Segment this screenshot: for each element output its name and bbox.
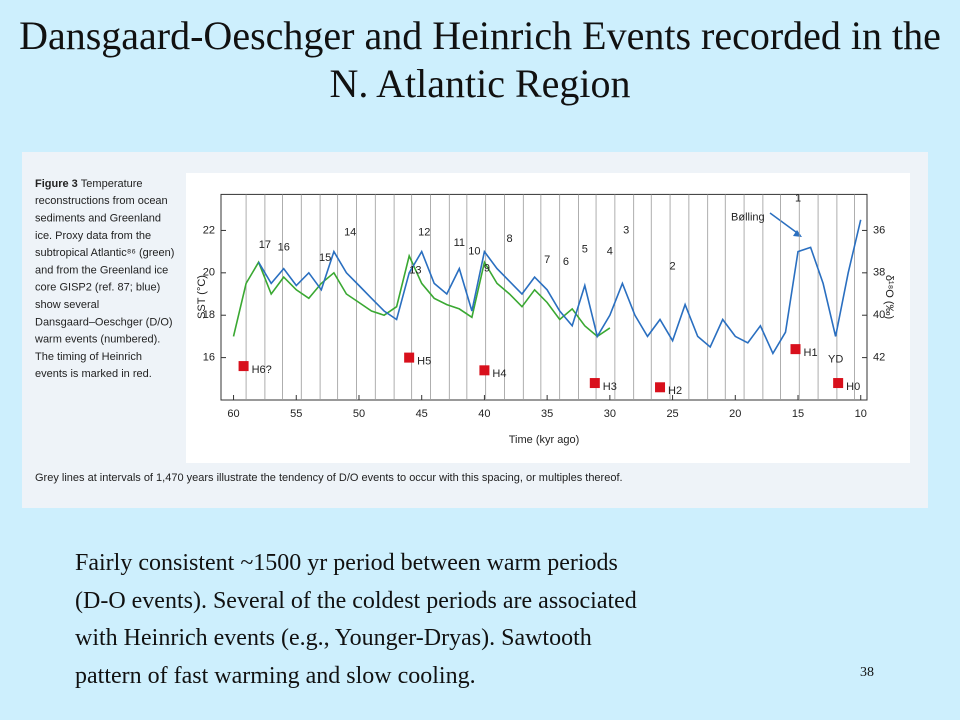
plot: Figure 3 Temperature reconstructions from … bbox=[34, 178, 895, 484]
x-tick-label: 40 bbox=[478, 408, 490, 420]
caption-line: and from the Greenland ice bbox=[35, 264, 168, 276]
event-label: 8 bbox=[506, 233, 512, 245]
caption-line: sediments and Greenland bbox=[35, 213, 161, 225]
heinrich-marker bbox=[790, 344, 801, 355]
y-axis-label: SST (°C) bbox=[196, 275, 208, 319]
series-line bbox=[257, 219, 862, 356]
slide-title: Dansgaard-Oeschger and Heinrich Events r… bbox=[19, 13, 941, 106]
event-label: 4 bbox=[607, 246, 613, 258]
series-line bbox=[232, 253, 611, 338]
body-line: pattern of fast warming and slow cooling… bbox=[75, 662, 476, 689]
x-tick-label: 25 bbox=[666, 408, 678, 420]
caption-line: subtropical Atlantic⁸⁶ (green) bbox=[35, 247, 174, 259]
body-line: with Heinrich events (e.g., Younger-Drya… bbox=[75, 625, 592, 651]
plot-frame bbox=[220, 193, 868, 401]
y2-tick-label: 38 bbox=[873, 267, 885, 279]
body-line: Fairly consistent ~1500 yr period betwee… bbox=[75, 550, 618, 576]
event-label: 9 bbox=[484, 262, 490, 274]
event-label: 2 bbox=[670, 260, 676, 272]
x-tick-label: 10 bbox=[855, 408, 867, 420]
x-tick-label: 15 bbox=[792, 408, 804, 420]
body-text: Fairly consistent ~1500 yr period betwee… bbox=[75, 545, 637, 695]
event-label: 11 bbox=[454, 237, 465, 249]
event-label: 10 bbox=[468, 246, 480, 258]
x-tick-label: 60 bbox=[227, 408, 239, 420]
heinrich-marker bbox=[655, 382, 666, 393]
y2-tick-label: 36 bbox=[873, 224, 885, 236]
y-tick-label: 18 bbox=[203, 309, 215, 321]
y-tick-label: 20 bbox=[203, 267, 215, 279]
heinrich-label: H2 bbox=[668, 385, 682, 397]
bolling-arrowhead bbox=[793, 230, 802, 237]
caption-line: Figure 3 Temperature bbox=[35, 178, 143, 190]
caption-line: warm events (numbered). bbox=[34, 334, 160, 346]
y2-tick-label: 40 bbox=[873, 309, 885, 321]
y-tick-label: 22 bbox=[203, 224, 215, 236]
heinrich-marker bbox=[589, 378, 600, 389]
heinrich-label: H1 bbox=[804, 347, 818, 359]
caption-text: Temperature bbox=[81, 178, 143, 190]
heinrich-label: H0 bbox=[846, 381, 860, 393]
caption-line: core GISP2 (ref. 87; blue) bbox=[35, 282, 160, 294]
heinrich-label: H3 bbox=[603, 381, 617, 393]
event-label: 1 bbox=[795, 193, 801, 205]
event-label: 14 bbox=[344, 226, 356, 238]
x-axis-label: Time (kyr ago) bbox=[509, 434, 580, 446]
slide-number: 38 bbox=[860, 665, 874, 680]
event-label: 12 bbox=[418, 226, 430, 238]
x-tick-label: 50 bbox=[353, 408, 365, 420]
heinrich-marker bbox=[404, 352, 415, 363]
heinrich-label: H6? bbox=[252, 364, 272, 376]
caption-line: The timing of Heinrich bbox=[35, 351, 142, 363]
x-tick-label: 35 bbox=[541, 408, 553, 420]
y2-tick-label: 42 bbox=[873, 352, 885, 364]
heinrich-marker bbox=[833, 378, 844, 389]
event-label: 17 bbox=[259, 239, 271, 251]
event-label: 3 bbox=[623, 224, 629, 236]
event-label: Bølling bbox=[731, 212, 765, 224]
heinrich-marker bbox=[238, 361, 249, 372]
event-label: 7 bbox=[544, 254, 550, 266]
bolling-arrow bbox=[769, 212, 801, 236]
y2-axis-label: δ¹⁸O (‰) bbox=[883, 275, 895, 319]
caption-line: reconstructions from ocean bbox=[35, 195, 168, 207]
caption-lead: Figure 3 bbox=[35, 178, 78, 190]
x-tick-label: 30 bbox=[604, 408, 616, 420]
event-label: 5 bbox=[582, 243, 588, 255]
x-tick-label: 20 bbox=[729, 408, 741, 420]
heinrich-label: H5 bbox=[417, 356, 431, 368]
event-label: 13 bbox=[409, 265, 421, 277]
caption-line: show several bbox=[35, 299, 99, 311]
body-line: (D-O events). Several of the coldest per… bbox=[75, 587, 637, 614]
caption-line: events is marked in red. bbox=[35, 368, 152, 380]
y-tick-label: 16 bbox=[203, 352, 215, 364]
heinrich-marker bbox=[479, 365, 490, 376]
x-tick-label: 45 bbox=[416, 408, 428, 420]
event-label: 15 bbox=[319, 252, 331, 264]
caption-line: Dansgaard–Oeschger (D/O) bbox=[35, 316, 173, 328]
event-label: 16 bbox=[278, 241, 290, 253]
caption-line: ice. Proxy data from the bbox=[35, 230, 151, 242]
event-label: 6 bbox=[563, 256, 569, 268]
heinrich-label: H4 bbox=[492, 368, 506, 380]
x-tick-label: 55 bbox=[290, 408, 302, 420]
plot-panel bbox=[186, 173, 910, 463]
event-label: YD bbox=[828, 354, 843, 366]
footnote: Grey lines at intervals of 1,470 years i… bbox=[35, 472, 623, 484]
